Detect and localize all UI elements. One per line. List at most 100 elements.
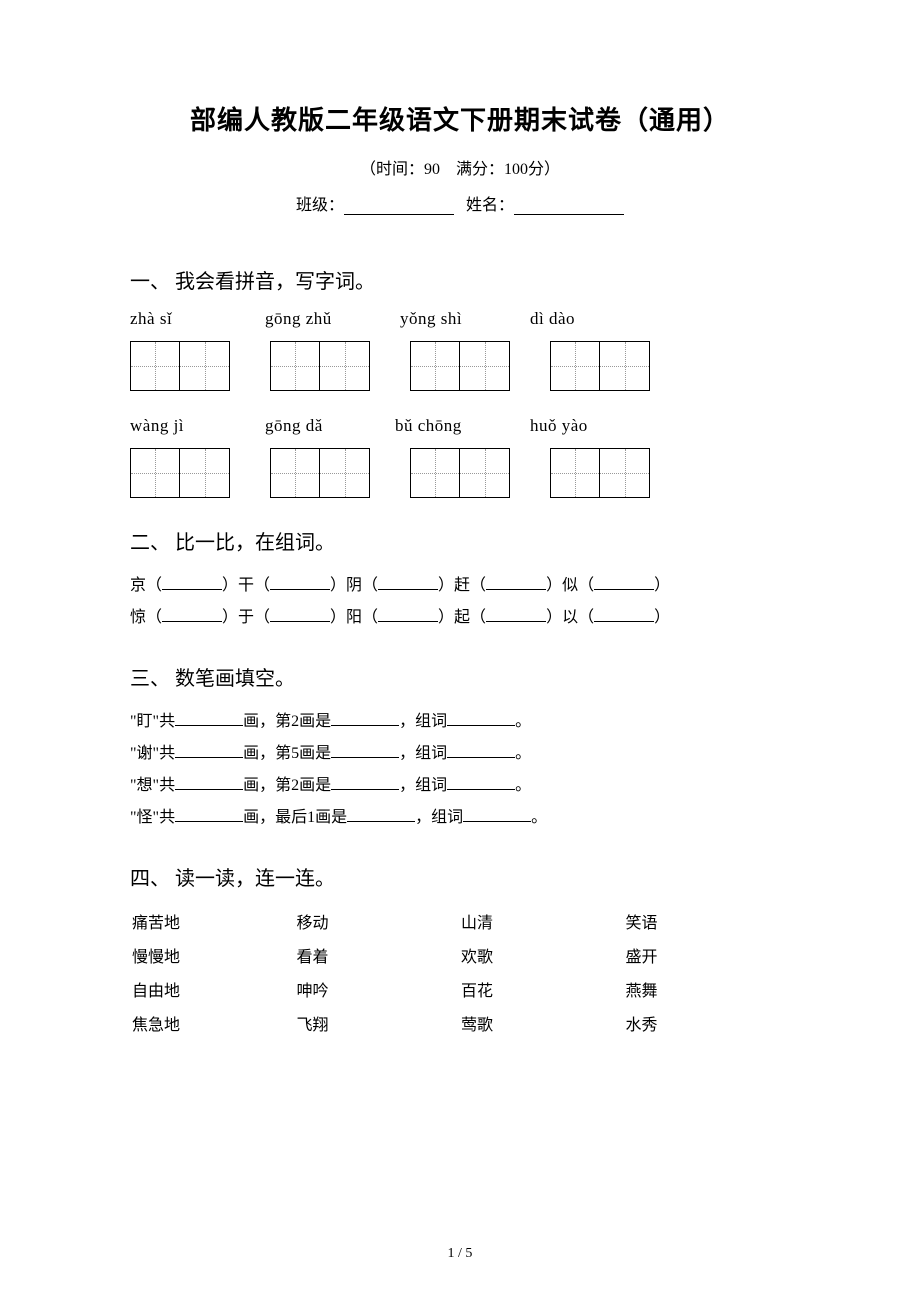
stroke-text: "谢"共 <box>130 745 175 762</box>
word-text: ）起（ <box>438 609 486 626</box>
char-box-pair[interactable] <box>410 341 510 391</box>
pinyin-group: huǒ yào <box>530 416 620 436</box>
section-2-line-1: 京（ ）干（ ）阴（ ）赶（ ）似（ ） <box>130 570 790 602</box>
word-text: 惊（ <box>130 609 162 626</box>
stroke-text: ，组词 <box>399 777 447 794</box>
stroke-text: 画，第2画是 <box>243 713 331 730</box>
match-cell: 看着 <box>297 942 460 974</box>
stroke-text: ，组词 <box>415 809 463 826</box>
fill-blank[interactable] <box>270 606 330 622</box>
fill-blank[interactable] <box>486 574 546 590</box>
stroke-count-line: "想"共 画，第2画是 ，组词 。 <box>130 770 790 802</box>
match-cell: 盛开 <box>626 942 789 974</box>
pinyin-group: wàng jì <box>130 416 230 436</box>
match-cell: 飞翔 <box>297 1010 460 1042</box>
pinyin-row-1: zhà sǐgōng zhǔyǒng shìdì dào <box>130 309 790 329</box>
stroke-text: 画，第5画是 <box>243 745 331 762</box>
char-box-pair[interactable] <box>130 448 230 498</box>
stroke-text: 画，第2画是 <box>243 777 331 794</box>
word-text: ）阳（ <box>330 609 378 626</box>
section-3-heading: 三、 数笔画填空。 <box>130 662 790 691</box>
fill-blank[interactable] <box>175 742 243 758</box>
char-box-pair[interactable] <box>270 341 370 391</box>
stroke-text: ，组词 <box>399 713 447 730</box>
stroke-text: 。 <box>515 713 531 730</box>
match-cell: 燕舞 <box>626 976 789 1008</box>
section-1-heading: 一、 我会看拼音，写字词。 <box>130 265 790 294</box>
fill-blank[interactable] <box>447 742 515 758</box>
student-info-line: 班级： 姓名： <box>130 191 790 215</box>
match-cell: 呻吟 <box>297 976 460 1008</box>
section-2-heading: 二、 比一比，在组词。 <box>130 526 790 555</box>
page-number: 1 / 5 <box>0 1246 920 1262</box>
section-4-heading: 四、 读一读，连一连。 <box>130 862 790 891</box>
fill-blank[interactable] <box>594 606 654 622</box>
stroke-text: "想"共 <box>130 777 175 794</box>
section-1: 一、 我会看拼音，写字词。 zhà sǐgōng zhǔyǒng shìdì d… <box>130 265 790 498</box>
stroke-text: 。 <box>515 777 531 794</box>
word-text: ）干（ <box>222 577 270 594</box>
pinyin-group: bǔ chōng <box>395 416 495 436</box>
fill-blank[interactable] <box>463 806 531 822</box>
char-box-pair[interactable] <box>130 341 230 391</box>
section-3: 三、 数笔画填空。 "盯"共画，第2画是，组词。"谢"共画，第5画是，组词。"想… <box>130 662 790 834</box>
section-4: 四、 读一读，连一连。 痛苦地移动山清笑语慢慢地看着欢歌盛开自由地呻吟百花燕舞焦… <box>130 862 790 1044</box>
char-box-pair[interactable] <box>270 448 370 498</box>
word-text: 京（ <box>130 577 162 594</box>
stroke-text: 画，最后1画是 <box>243 809 347 826</box>
name-label: 姓名： <box>466 197 514 214</box>
word-text: ）似（ <box>546 577 594 594</box>
pinyin-group: zhà sǐ <box>130 309 230 329</box>
class-blank[interactable] <box>344 197 454 215</box>
fill-blank[interactable] <box>447 774 515 790</box>
word-text: ）以（ <box>546 609 594 626</box>
fill-blank[interactable] <box>331 710 399 726</box>
pinyin-row-2: wàng jìgōng dǎbǔ chōnghuǒ yào <box>130 416 790 436</box>
fill-blank[interactable] <box>331 742 399 758</box>
stroke-count-line: "谢"共画，第5画是，组词。 <box>130 738 790 770</box>
pinyin-group: dì dào <box>530 309 620 329</box>
fill-blank[interactable] <box>486 606 546 622</box>
match-cell: 莺歌 <box>461 1010 624 1042</box>
char-box-pair[interactable] <box>410 448 510 498</box>
match-cell: 水秀 <box>626 1010 789 1042</box>
fill-blank[interactable] <box>175 710 243 726</box>
subtitle: （时间：90 满分：100分） <box>130 155 790 179</box>
stroke-count-line: "盯"共 画，第2画是 ，组词 。 <box>130 706 790 738</box>
stroke-text: 。 <box>531 809 547 826</box>
name-blank[interactable] <box>514 197 624 215</box>
match-cell: 欢歌 <box>461 942 624 974</box>
fill-blank[interactable] <box>162 574 222 590</box>
fill-blank[interactable] <box>378 606 438 622</box>
table-row: 慢慢地看着欢歌盛开 <box>132 942 788 974</box>
word-text: ） <box>654 577 670 594</box>
fill-blank[interactable] <box>447 710 515 726</box>
fill-blank[interactable] <box>175 806 243 822</box>
section-2: 二、 比一比，在组词。 京（）干（）阴（）赶（）似（） 惊（）于（）阳（）起（）… <box>130 526 790 634</box>
stroke-text: "怪"共 <box>130 809 175 826</box>
char-boxes-row-2 <box>130 448 790 498</box>
char-box-pair[interactable] <box>550 448 650 498</box>
word-text: ） <box>654 609 670 626</box>
match-cell: 慢慢地 <box>132 942 295 974</box>
word-text: ）阴（ <box>330 577 378 594</box>
table-row: 痛苦地移动山清笑语 <box>132 908 788 940</box>
match-table: 痛苦地移动山清笑语慢慢地看着欢歌盛开自由地呻吟百花燕舞焦急地飞翔莺歌水秀 <box>130 906 790 1044</box>
fill-blank[interactable] <box>331 774 399 790</box>
fill-blank[interactable] <box>594 574 654 590</box>
fill-blank[interactable] <box>162 606 222 622</box>
char-boxes-row-1 <box>130 341 790 391</box>
match-cell: 百花 <box>461 976 624 1008</box>
class-label: 班级： <box>296 197 344 214</box>
fill-blank[interactable] <box>347 806 415 822</box>
fill-blank[interactable] <box>175 774 243 790</box>
stroke-count-line: "怪"共 画，最后1画是 ，组词 。 <box>130 802 790 834</box>
match-cell: 痛苦地 <box>132 908 295 940</box>
fill-blank[interactable] <box>378 574 438 590</box>
fill-blank[interactable] <box>270 574 330 590</box>
word-text: ）赶（ <box>438 577 486 594</box>
match-cell: 移动 <box>297 908 460 940</box>
match-cell: 山清 <box>461 908 624 940</box>
char-box-pair[interactable] <box>550 341 650 391</box>
stroke-text: "盯"共 <box>130 713 175 730</box>
